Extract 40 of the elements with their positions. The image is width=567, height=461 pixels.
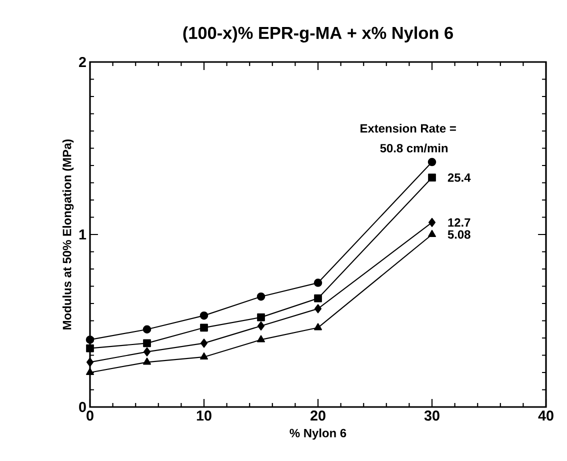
point bbox=[200, 324, 208, 332]
point bbox=[143, 347, 151, 356]
point bbox=[428, 230, 436, 238]
x-tick-label: 40 bbox=[538, 410, 554, 421]
point bbox=[314, 294, 322, 302]
point bbox=[142, 325, 152, 334]
point bbox=[200, 311, 208, 320]
point bbox=[257, 313, 265, 322]
legend-title: Extension Rate = bbox=[360, 124, 456, 133]
point bbox=[143, 339, 151, 348]
point bbox=[86, 344, 94, 352]
x-tick-label: 0 bbox=[86, 410, 94, 421]
y-axis-title: Modulus at 50% Elongation (MPa) bbox=[62, 139, 74, 330]
point bbox=[314, 323, 322, 330]
point bbox=[257, 335, 266, 342]
point bbox=[257, 321, 265, 330]
point bbox=[86, 368, 94, 376]
series-label: 12.7 bbox=[448, 218, 470, 227]
point bbox=[143, 358, 152, 365]
point bbox=[200, 352, 208, 360]
point bbox=[428, 158, 436, 166]
point bbox=[256, 292, 266, 301]
series-label: 5.08 bbox=[448, 230, 470, 239]
point bbox=[314, 278, 322, 287]
series-label: 50.8 cm/min bbox=[380, 144, 448, 153]
x-axis-title: % Nylon 6 bbox=[290, 428, 346, 440]
point bbox=[200, 338, 208, 348]
x-tick-label: 10 bbox=[196, 410, 212, 421]
x-tick-label: 20 bbox=[310, 410, 326, 421]
y-tick-label: 0 bbox=[79, 402, 86, 412]
chart-title: (100-x)% EPR-g-MA + x% Nylon 6 bbox=[183, 26, 453, 43]
series-label: 25.4 bbox=[448, 173, 471, 182]
y-tick-label: 2 bbox=[79, 56, 86, 68]
point bbox=[86, 358, 94, 367]
point bbox=[314, 304, 322, 314]
point bbox=[86, 336, 94, 344]
point bbox=[428, 174, 436, 182]
y-tick-label: 1 bbox=[79, 230, 86, 240]
x-tick-label: 30 bbox=[424, 410, 440, 421]
point bbox=[428, 218, 436, 227]
